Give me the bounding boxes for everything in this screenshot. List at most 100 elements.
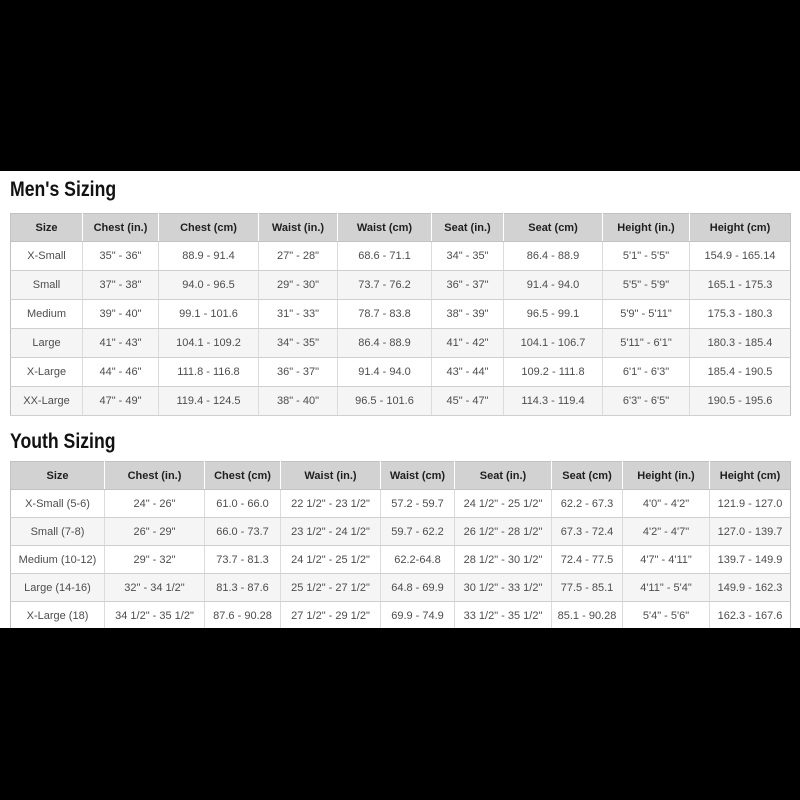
column-header: Size <box>10 461 105 490</box>
table-cell: 162.3 - 167.6 <box>709 601 791 628</box>
table-cell: 88.9 - 91.4 <box>158 241 259 271</box>
column-header: Seat (in.) <box>454 461 552 490</box>
table-cell: 104.1 - 109.2 <box>158 328 259 358</box>
table-row: Medium 39" - 40" 99.1 - 101.6 31" - 33" 78.7… <box>10 299 791 329</box>
table-cell: 127.0 - 139.7 <box>709 517 791 546</box>
table-cell: 33 1/2" - 35 1/2" <box>454 601 552 628</box>
column-header: Height (in.) <box>622 461 710 490</box>
table-cell: 119.4 - 124.5 <box>158 386 259 416</box>
table-cell: 29" - 32" <box>104 545 205 574</box>
column-header: Waist (in.) <box>258 213 338 242</box>
table-cell: 27 1/2" - 29 1/2" <box>280 601 381 628</box>
table-cell: 73.7 - 81.3 <box>204 545 281 574</box>
letterbox-top <box>0 0 800 171</box>
column-header: Height (in.) <box>602 213 690 242</box>
table-cell: 31" - 33" <box>258 299 338 329</box>
table-cell: 165.1 - 175.3 <box>689 270 791 300</box>
table-cell: 190.5 - 195.6 <box>689 386 791 416</box>
table-row: X-Small 35" - 36" 88.9 - 91.4 27" - 28" 68.6… <box>10 241 791 271</box>
content-area: Men's Sizing Size Chest (in.) Chest (cm) Wa… <box>0 171 800 628</box>
letterbox-bottom <box>0 628 800 800</box>
table-cell: 62.2 - 67.3 <box>551 489 623 518</box>
column-header: Chest (cm) <box>204 461 281 490</box>
table-cell: 34 1/2" - 35 1/2" <box>104 601 205 628</box>
table-cell: 77.5 - 85.1 <box>551 573 623 602</box>
table-cell: 41" - 43" <box>82 328 159 358</box>
table-row: Large 41" - 43" 104.1 - 109.2 34" - 35" 86.4… <box>10 328 791 358</box>
table-cell: 72.4 - 77.5 <box>551 545 623 574</box>
table-cell: 27" - 28" <box>258 241 338 271</box>
table-cell: 61.0 - 66.0 <box>204 489 281 518</box>
table-row: Small (7-8) 26" - 29" 66.0 - 73.7 23 1/2" -… <box>10 517 791 546</box>
table-row: X-Large 44" - 46" 111.8 - 116.8 36" - 37" 91… <box>10 357 791 387</box>
table-cell: 87.6 - 90.28 <box>204 601 281 628</box>
table-cell: 111.8 - 116.8 <box>158 357 259 387</box>
youth-sizing-table: Size Chest (in.) Chest (cm) Waist (in.) Wais… <box>10 461 791 628</box>
table-cell: 180.3 - 185.4 <box>689 328 791 358</box>
column-header: Height (cm) <box>709 461 791 490</box>
table-cell: 121.9 - 127.0 <box>709 489 791 518</box>
table-cell: 6'3" - 6'5" <box>602 386 690 416</box>
column-header: Seat (cm) <box>551 461 623 490</box>
table-cell: 57.2 - 59.7 <box>380 489 455 518</box>
table-cell: 149.9 - 162.3 <box>709 573 791 602</box>
table-cell: 4'11" - 5'4" <box>622 573 710 602</box>
table-cell: 24 1/2" - 25 1/2" <box>280 545 381 574</box>
table-cell: 85.1 - 90.28 <box>551 601 623 628</box>
table-cell: 23 1/2" - 24 1/2" <box>280 517 381 546</box>
table-cell: Medium <box>10 299 83 329</box>
table-cell: 78.7 - 83.8 <box>337 299 432 329</box>
table-cell: 91.4 - 94.0 <box>337 357 432 387</box>
table-cell: 45" - 47" <box>431 386 504 416</box>
table-cell: 99.1 - 101.6 <box>158 299 259 329</box>
table-cell: 35" - 36" <box>82 241 159 271</box>
column-header: Waist (cm) <box>337 213 432 242</box>
table-cell: 86.4 - 88.9 <box>337 328 432 358</box>
table-cell: 67.3 - 72.4 <box>551 517 623 546</box>
table-cell: 81.3 - 87.6 <box>204 573 281 602</box>
column-header: Chest (cm) <box>158 213 259 242</box>
table-cell: 39" - 40" <box>82 299 159 329</box>
table-cell: 36" - 37" <box>431 270 504 300</box>
table-cell: 37" - 38" <box>82 270 159 300</box>
table-cell: 44" - 46" <box>82 357 159 387</box>
table-cell: 139.7 - 149.9 <box>709 545 791 574</box>
table-cell: 69.9 - 74.9 <box>380 601 455 628</box>
table-cell: 26" - 29" <box>104 517 205 546</box>
table-cell: 36" - 37" <box>258 357 338 387</box>
table-cell: XX-Large <box>10 386 83 416</box>
table-cell: 34" - 35" <box>258 328 338 358</box>
table-cell: 94.0 - 96.5 <box>158 270 259 300</box>
table-cell: 86.4 - 88.9 <box>503 241 603 271</box>
table-cell: 62.2-64.8 <box>380 545 455 574</box>
column-header: Size <box>10 213 83 242</box>
table-cell: X-Large (18) <box>10 601 105 628</box>
table-cell: 104.1 - 106.7 <box>503 328 603 358</box>
table-cell: 6'1" - 6'3" <box>602 357 690 387</box>
table-cell: 154.9 - 165.14 <box>689 241 791 271</box>
table-cell: Small <box>10 270 83 300</box>
youth-sizing-title: Youth Sizing <box>10 430 116 453</box>
youth-header-row: Size Chest (in.) Chest (cm) Waist (in.) Wais… <box>10 461 791 490</box>
table-cell: 59.7 - 62.2 <box>380 517 455 546</box>
table-cell: 68.6 - 71.1 <box>337 241 432 271</box>
table-cell: Medium (10-12) <box>10 545 105 574</box>
table-cell: 24 1/2" - 25 1/2" <box>454 489 552 518</box>
table-cell: 4'7" - 4'11" <box>622 545 710 574</box>
table-cell: 24" - 26" <box>104 489 205 518</box>
table-cell: 91.4 - 94.0 <box>503 270 603 300</box>
table-cell: X-Small <box>10 241 83 271</box>
table-cell: 66.0 - 73.7 <box>204 517 281 546</box>
table-cell: 185.4 - 190.5 <box>689 357 791 387</box>
table-cell: 175.3 - 180.3 <box>689 299 791 329</box>
table-cell: 28 1/2" - 30 1/2" <box>454 545 552 574</box>
table-cell: 29" - 30" <box>258 270 338 300</box>
table-cell: Small (7-8) <box>10 517 105 546</box>
table-cell: 114.3 - 119.4 <box>503 386 603 416</box>
table-cell: X-Small (5-6) <box>10 489 105 518</box>
table-row: X-Large (18) 34 1/2" - 35 1/2" 87.6 - 90.2… <box>10 601 791 628</box>
table-cell: 5'1" - 5'5" <box>602 241 690 271</box>
column-header: Waist (cm) <box>380 461 455 490</box>
table-row: Large (14-16) 32" - 34 1/2" 81.3 - 87.6 25 … <box>10 573 791 602</box>
